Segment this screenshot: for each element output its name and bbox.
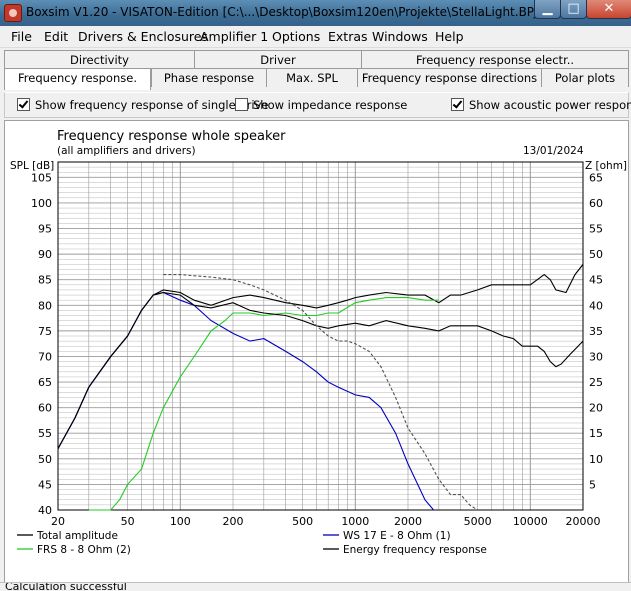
- checkbox-single-drive[interactable]: [17, 98, 30, 111]
- y-tick-label: 70: [38, 350, 52, 363]
- x-tick-label: 100: [170, 515, 191, 528]
- x-tick-label: 1000: [341, 515, 369, 528]
- x-tick-label: 200: [223, 515, 244, 528]
- y-tick-label: 50: [38, 453, 52, 466]
- tab-frequency-response[interactable]: Frequency response.: [4, 68, 151, 90]
- y2-tick-label: 45: [589, 274, 603, 287]
- menu-bar: File Edit Drivers & Enclosures Amplifier…: [0, 26, 631, 48]
- options-bar: Show frequency response of single drive …: [4, 92, 631, 118]
- legend-label: FRS 8 - 8 Ohm (2): [37, 544, 131, 556]
- chart-ticks: 20 50 100 200 500 1000 2000 5000 10000 20000 40 45 5…: [31, 171, 603, 528]
- chart-grid: [57, 161, 584, 511]
- x-tick-label: 5000: [464, 515, 492, 528]
- checkbox-acoustic-power[interactable]: [451, 98, 464, 111]
- y-tick-label: 55: [38, 427, 52, 440]
- maximize-icon[interactable]: □: [560, 0, 587, 19]
- y2-tick-label: 25: [589, 376, 603, 389]
- y-tick-label: 105: [31, 171, 52, 184]
- y2-tick-label: 60: [589, 197, 603, 210]
- chart-title: Frequency response whole speaker: [57, 129, 286, 144]
- series-line-2: [88, 297, 439, 511]
- x-tick-label: 10000: [513, 515, 548, 528]
- frequency-response-chart: Frequency response whole speaker (all am…: [10, 129, 627, 556]
- menu-help[interactable]: Help: [435, 29, 464, 44]
- checkbox-impedance[interactable]: [235, 98, 248, 111]
- y2-tick-label: 65: [589, 171, 603, 184]
- tab-max-spl[interactable]: Max. SPL: [266, 68, 358, 87]
- tab-polar-plots[interactable]: Polar plots: [541, 68, 629, 87]
- menu-drivers[interactable]: Drivers & Enclosures: [78, 29, 208, 44]
- series-line-1: [57, 291, 435, 511]
- option-impedance[interactable]: Show impedance response: [235, 98, 407, 112]
- y2-tick-label: 55: [589, 223, 603, 236]
- y-tick-label: 90: [38, 248, 52, 261]
- chart-series: [57, 264, 584, 511]
- minimize-icon[interactable]: ▁: [534, 0, 561, 19]
- y2-tick-label: 40: [589, 299, 603, 312]
- chart-legend: Total amplitude WS 17 E - 8 Ohm (1) FRS 8 …: [17, 530, 487, 556]
- y2-tick-label: 5: [589, 478, 596, 491]
- menu-edit[interactable]: Edit: [44, 29, 69, 44]
- menu-amplifier[interactable]: Amplifier 1: [200, 29, 269, 44]
- y2-tick-label: 50: [589, 248, 603, 261]
- series-line-3: [57, 291, 584, 449]
- legend-label: Energy frequency response: [343, 544, 487, 556]
- tab-directivity[interactable]: Directivity: [4, 50, 195, 69]
- chart-panel: Frequency response whole speaker (all am…: [4, 120, 629, 584]
- legend-label: WS 17 E - 8 Ohm (1): [343, 530, 451, 542]
- option-acoustic-power[interactable]: Show acoustic power response: [451, 98, 631, 112]
- y-tick-label: 40: [38, 504, 52, 517]
- y-tick-label: 80: [38, 299, 52, 312]
- chart-date: 13/01/2024: [523, 145, 584, 157]
- y-axis-label: SPL [dB]: [10, 160, 54, 172]
- x-tick-label: 20: [51, 515, 65, 528]
- y-tick-label: 95: [38, 223, 52, 236]
- chart-subtitle: (all amplifiers and drivers): [57, 145, 196, 157]
- y-tick-label: 60: [38, 402, 52, 415]
- y-tick-label: 100: [31, 197, 52, 210]
- speaker-app-icon: [4, 4, 22, 22]
- tab-phase-response[interactable]: Phase response: [151, 68, 267, 87]
- tab-frequency-response-electrical[interactable]: Frequency response electr..: [361, 50, 629, 69]
- status-bar: Calculation successful: [0, 582, 631, 591]
- x-tick-label: 2000: [394, 515, 422, 528]
- y2-tick-label: 10: [589, 453, 603, 466]
- status-text: Calculation successful: [5, 582, 127, 591]
- legend-label: Total amplitude: [36, 530, 118, 542]
- menu-file[interactable]: File: [11, 29, 32, 44]
- title-bar: Boxsim V1.20 - VISATON-Edition [C:\...\D…: [0, 0, 631, 26]
- close-icon[interactable]: ✕: [586, 0, 631, 19]
- y-tick-label: 45: [38, 478, 52, 491]
- menu-windows[interactable]: Windows: [372, 29, 428, 44]
- y2-tick-label: 30: [589, 350, 603, 363]
- tab-driver[interactable]: Driver: [194, 50, 362, 69]
- y2-tick-label: 20: [589, 402, 603, 415]
- plot-frame: [57, 161, 584, 511]
- series-line-4: [163, 274, 478, 511]
- x-tick-label: 500: [292, 515, 313, 528]
- window-title: Boxsim V1.20 - VISATON-Edition [C:\...\D…: [26, 5, 543, 19]
- menu-extras[interactable]: Extras: [328, 29, 368, 44]
- y-tick-label: 85: [38, 274, 52, 287]
- y2-axis-label: Z [ohm]: [585, 160, 627, 172]
- y2-tick-label: 35: [589, 325, 603, 338]
- menu-options[interactable]: Options: [272, 29, 321, 44]
- x-tick-label: 50: [121, 515, 135, 528]
- series-line-0: [57, 264, 584, 449]
- x-tick-label: 20000: [566, 515, 601, 528]
- y2-tick-label: 15: [589, 427, 603, 440]
- y-tick-label: 75: [38, 325, 52, 338]
- tab-frequency-response-directions[interactable]: Frequency response directions: [357, 68, 542, 87]
- y-tick-label: 65: [38, 376, 52, 389]
- option-single-drive[interactable]: Show frequency response of single drive: [17, 98, 268, 112]
